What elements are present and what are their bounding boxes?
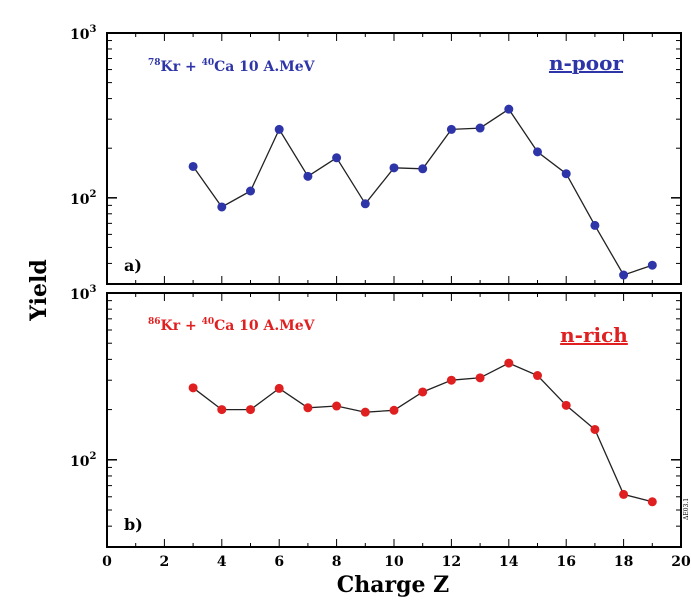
panel-a-data-point	[446, 124, 456, 134]
panel-a-reaction-mass2: 40	[202, 58, 215, 68]
y-tick-label-base: 10	[70, 287, 90, 303]
x-tick-label: 20	[671, 554, 691, 570]
panel-b-data-point	[360, 407, 370, 417]
x-tick-label: 8	[332, 554, 342, 570]
y-tick-label-exponent: 3	[89, 284, 96, 295]
panel-b-data-point	[504, 358, 514, 368]
panel-a-y-tick-label: 103	[70, 24, 96, 43]
x-axis-title: Charge Z	[337, 572, 449, 598]
x-tick-label: 14	[499, 554, 519, 570]
panel-a-reaction-part2: Ca 10 A.MeV	[214, 59, 316, 75]
panel-b-reaction-mass2: 40	[202, 317, 215, 327]
panel-b-data-point	[188, 383, 198, 393]
x-tick-label: 4	[217, 554, 227, 570]
panel-a-data-point	[418, 164, 428, 174]
panel-b-data-point	[590, 424, 600, 434]
panel-a-data-point	[360, 199, 370, 209]
panel-a-data-point	[619, 270, 629, 280]
panel-a-reaction-part1: Kr +	[161, 59, 202, 75]
y-tick-label-exponent: 3	[89, 24, 96, 35]
panel-b-data-point	[303, 403, 313, 413]
panel-a-data-point	[217, 202, 227, 212]
y-tick-label-base: 10	[70, 192, 90, 208]
panel-b-data-point	[446, 375, 456, 385]
panel-a-tag: n-poor	[549, 51, 624, 75]
panel-b-data-point	[475, 373, 485, 383]
panel-b-data-point	[389, 405, 399, 415]
panel-b-data-point	[274, 383, 284, 393]
panel-b-data-point	[217, 405, 227, 415]
panel-b-data-point	[332, 401, 342, 411]
panel-b-reaction-part2: Ca 10 A.MeV	[214, 318, 316, 334]
panel-a-data-point	[246, 186, 255, 196]
x-tick-label: 18	[614, 554, 633, 570]
panel-a-data-point	[188, 161, 198, 171]
panel-a-label: a)	[124, 256, 142, 275]
panel-a-data-point	[475, 123, 485, 133]
panel-a-series-line	[192, 108, 653, 276]
x-tick-label: 16	[556, 554, 575, 570]
panel-b-data-point	[246, 405, 255, 415]
panel-a-y-tick-label: 102	[70, 189, 96, 208]
panel-a-data-point	[389, 163, 399, 173]
panel-a-data-point	[303, 171, 313, 181]
y-tick-label-exponent: 2	[89, 189, 96, 200]
panel-b-reaction-part1: Kr +	[161, 318, 202, 334]
panel-b-label: b)	[124, 515, 143, 534]
panel-b-y-tick-label: 103	[70, 284, 96, 303]
panel-b-data-point	[619, 489, 629, 499]
x-tick-label: 6	[274, 554, 284, 570]
panel-a-reaction-mass1: 78	[148, 58, 161, 68]
panel-a-data-point	[533, 147, 542, 157]
panel-a-data-point	[504, 104, 514, 114]
panel-a-reaction: 78Kr + 40Ca 10 A.MeV	[148, 58, 316, 75]
y-tick-label-base: 10	[70, 27, 90, 43]
x-tick-label: 2	[160, 554, 170, 570]
panel-a-data-point	[647, 260, 657, 270]
panel-b-reaction: 86Kr + 40Ca 10 A.MeV	[148, 317, 316, 334]
panel-a-data-point	[561, 169, 571, 179]
panel-b-reaction-mass1: 86	[148, 317, 161, 327]
x-tick-label: 10	[384, 554, 404, 570]
x-tick-label: 12	[442, 554, 461, 570]
y-axis-title: Yield	[26, 259, 52, 321]
panel-b-data-point	[647, 497, 657, 507]
panel-b-tag: n-rich	[560, 323, 628, 347]
panel-a-data-point	[590, 220, 600, 230]
y-tick-label-base: 10	[70, 454, 90, 470]
panel-b-data-point	[418, 387, 428, 397]
panel-b-y-tick-label: 102	[70, 451, 96, 470]
side-mark: ΔE03.1	[683, 498, 690, 520]
x-tick-label: 0	[102, 554, 112, 570]
y-tick-label-exponent: 2	[89, 451, 96, 462]
panel-b-series-line	[192, 362, 653, 503]
panel-b-data-point	[533, 371, 542, 381]
panel-b-data-point	[561, 400, 571, 410]
panel-a-data-point	[332, 153, 342, 163]
panel-a-data-point	[274, 124, 284, 134]
